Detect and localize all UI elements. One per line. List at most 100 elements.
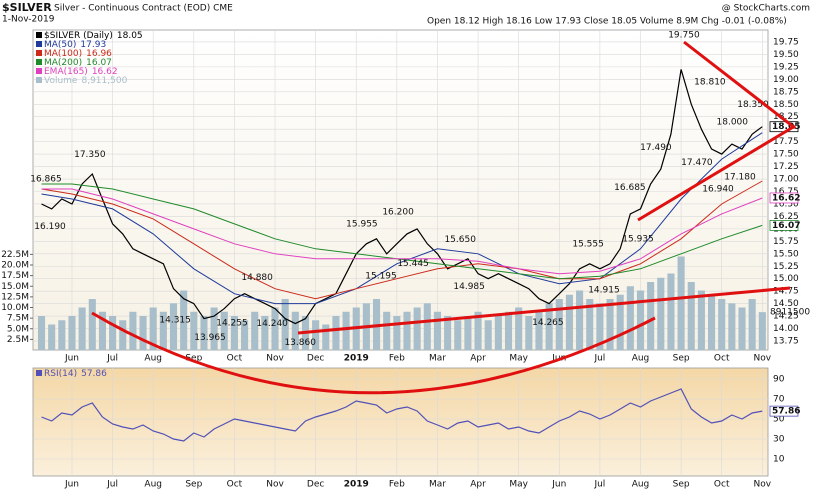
price-label: 14.240 [256, 319, 288, 329]
x-tick-label: Aug [632, 480, 650, 490]
series-line [41, 132, 763, 305]
price-label: 17.350 [74, 150, 106, 160]
legend-entry: EMA(165) 16.62 [44, 67, 118, 77]
legend-name: RSI(14) [44, 369, 77, 379]
legend-swatch [36, 77, 42, 83]
volume-bar [606, 299, 614, 350]
y-tick-label: 16.50 [773, 199, 799, 209]
y-tick-label: 13.75 [773, 337, 799, 347]
y-tick-label: 14.25 [773, 312, 799, 322]
volume-bar [200, 316, 208, 350]
x-tick-label: Nov [266, 354, 284, 364]
trendline [683, 40, 796, 130]
price-label: 18.810 [694, 77, 726, 87]
volume-bar [342, 311, 350, 350]
legend-name: Volume [44, 76, 78, 86]
panel-bg [32, 367, 769, 477]
volume-bar [626, 286, 634, 350]
volume-bar [647, 282, 655, 350]
volume-bar [687, 282, 695, 350]
volume-bar [271, 307, 279, 350]
volume-bar [88, 299, 96, 350]
volume-bar [210, 307, 218, 350]
y-tick-label: 70 [773, 395, 785, 405]
price-label: 17.180 [724, 173, 756, 183]
x-tick-label: Jul [593, 354, 605, 364]
volume-bar [484, 320, 492, 350]
legend-swatch [36, 41, 42, 47]
volume-bar [58, 320, 66, 350]
legend-value: 16.07 [86, 58, 112, 68]
volume-bar [423, 303, 431, 350]
volume-bar [312, 320, 320, 350]
y-tick-label: 15.25 [773, 262, 799, 272]
x-tick-label: Nov [266, 480, 284, 490]
y2-tick-label: 20.0M [1, 261, 29, 271]
legend-value: 8,911,500 [81, 76, 127, 86]
y-tick-label: 14.00 [773, 324, 799, 334]
price-label: 14.315 [159, 315, 191, 325]
x-tick-label: Dec [307, 354, 324, 364]
price-label: 15.650 [444, 235, 476, 245]
y-tick-label: 19.75 [773, 37, 799, 47]
volume-bar [636, 290, 645, 350]
volume-bar [332, 316, 340, 350]
volume-bar [139, 316, 147, 350]
legend-value: 57.86 [81, 369, 107, 379]
volume-bar [728, 303, 736, 350]
x-tick-label: Mar [429, 354, 446, 364]
volume-bar [474, 311, 482, 350]
price-label: 19.750 [668, 30, 700, 40]
legend-swatch [36, 59, 42, 65]
x-tick-label: Sep [673, 354, 690, 364]
y-tick-label: 15.50 [773, 249, 799, 259]
y-tick-label: 19.00 [773, 75, 799, 85]
y-tick-label: 17.25 [773, 162, 799, 172]
y-tick-label: 18.75 [773, 87, 799, 97]
trendline [297, 286, 791, 335]
legend-value: 18.05 [117, 31, 143, 41]
legend-swatch [36, 50, 42, 56]
volume-bar [545, 303, 553, 350]
y2-tick-label: 15.0M [1, 282, 29, 292]
y-tick-label: 14.75 [773, 287, 799, 297]
volume-bar [454, 320, 462, 350]
y2-tick-label: 10.0M [1, 303, 29, 313]
source: @ StockCharts.com [722, 4, 810, 14]
series-line [41, 388, 763, 442]
volume-bar [515, 307, 523, 350]
volume-bar [291, 311, 299, 350]
y-tick-label: 15.00 [773, 274, 799, 284]
volume-bar [190, 311, 198, 350]
volume-bar [251, 311, 259, 350]
y-tick-label: 18.25 [773, 112, 799, 122]
date: 1-Nov-2019 [2, 15, 55, 25]
volume-bar [159, 311, 167, 350]
price-label: 18.000 [717, 118, 749, 128]
legend-value: 17.93 [80, 40, 106, 50]
y2-tick-label: 12.5M [1, 292, 29, 302]
x-tick-label: Aug [632, 354, 650, 364]
y2-tick-label: 17.5M [1, 271, 29, 281]
x-tick-label: May [509, 480, 528, 490]
x-tick-label: Mar [429, 480, 446, 490]
volume-bar [281, 299, 289, 350]
volume-bar [433, 311, 442, 350]
volume-bar [596, 303, 604, 350]
y-tick-label: 19.25 [773, 62, 799, 72]
y-tick-label: 16.75 [773, 187, 799, 197]
x-tick-label: Jun [551, 480, 566, 490]
price-label: 14.255 [216, 318, 248, 328]
volume-bar [393, 316, 401, 350]
trendlines [91, 40, 796, 395]
series-line [41, 69, 763, 325]
legend-name: MA(200) [44, 58, 82, 68]
x-tick-label: Dec [307, 480, 324, 490]
legend-entry: $SILVER (Daily) 18.05 [44, 31, 143, 41]
legend-entry: Volume 8,911,500 [44, 76, 128, 86]
value-tag-box [769, 219, 799, 231]
legend-entry: MA(200) 16.07 [44, 58, 112, 68]
quote: Open 18.12 High 18.16 Low 17.93 Close 18… [427, 17, 787, 27]
y-tick-label: 17.75 [773, 137, 799, 147]
